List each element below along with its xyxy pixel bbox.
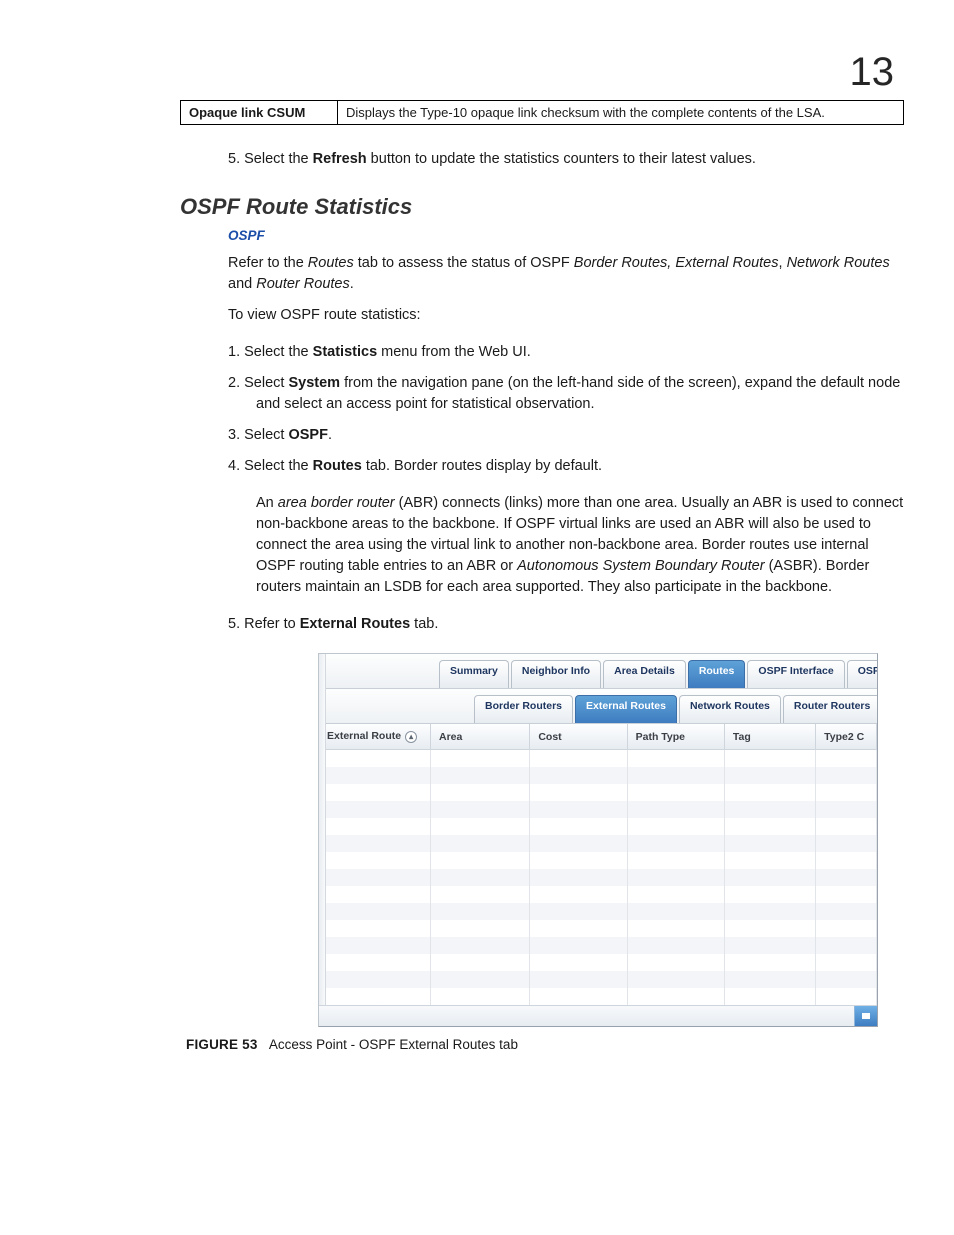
tab-summary[interactable]: Summary [439, 660, 509, 688]
chapter-number: 13 [850, 50, 895, 95]
def-desc: Displays the Type-10 opaque link checksu… [338, 101, 904, 125]
sub-tabbar: Border RoutersExternal RoutesNetwork Rou… [319, 689, 877, 724]
table-row [319, 750, 877, 768]
grid-statusbar [319, 1005, 877, 1026]
step-1: Select the Statistics menu from the Web … [228, 342, 904, 363]
ospf-routes-screenshot: SummaryNeighbor InfoArea DetailsRoutesOS… [318, 653, 878, 1027]
step-3: Select OSPF. [228, 425, 904, 446]
abr-paragraph: An area border router (ABR) connects (li… [256, 493, 904, 598]
table-row [319, 818, 877, 835]
intro-paragraph: Refer to the Routes tab to assess the st… [228, 253, 904, 295]
table-row [319, 971, 877, 988]
tab-ospf-state[interactable]: OSPF State [847, 660, 878, 688]
table-row [319, 988, 877, 1005]
table-row [319, 852, 877, 869]
step-2: Select System from the navigation pane (… [228, 373, 904, 415]
subtab-border-routers[interactable]: Border Routers [474, 695, 573, 723]
ospf-link[interactable]: OSPF [228, 228, 904, 243]
table-row [319, 954, 877, 971]
col-external-route[interactable]: External Route▴ [319, 724, 431, 750]
step-4: Select the Routes tab. Border routes dis… [228, 456, 904, 477]
def-label: Opaque link CSUM [181, 101, 338, 125]
table-row [319, 920, 877, 937]
col-tag[interactable]: Tag [724, 724, 815, 750]
subtab-external-routes[interactable]: External Routes [575, 695, 677, 723]
table-row [319, 767, 877, 784]
table-row [319, 886, 877, 903]
col-area[interactable]: Area [431, 724, 530, 750]
figure-53: SummaryNeighbor InfoArea DetailsRoutesOS… [318, 653, 878, 1027]
table-row [319, 801, 877, 818]
tab-area-details[interactable]: Area Details [603, 660, 686, 688]
tab-routes[interactable]: Routes [688, 660, 746, 688]
table-row [319, 835, 877, 852]
table-row [319, 937, 877, 954]
definition-table: Opaque link CSUM Displays the Type-10 op… [180, 100, 904, 125]
step-5: Refer to External Routes tab. [228, 614, 904, 635]
table-row [319, 869, 877, 886]
subtab-router-routers[interactable]: Router Routers [783, 695, 878, 723]
tab-ospf-interface[interactable]: OSPF Interface [747, 660, 844, 688]
main-tabbar: SummaryNeighbor InfoArea DetailsRoutesOS… [319, 654, 877, 689]
col-type2-c[interactable]: Type2 C [816, 724, 877, 750]
col-cost[interactable]: Cost [530, 724, 627, 750]
external-routes-grid: External Route▴AreaCostPath TypeTagType2… [319, 724, 877, 1005]
subtab-network-routes[interactable]: Network Routes [679, 695, 781, 723]
table-row [319, 784, 877, 801]
pre-step-5: Select the Refresh button to update the … [228, 149, 904, 170]
grid-resize-handle[interactable] [854, 1006, 877, 1026]
tab-neighbor-info[interactable]: Neighbor Info [511, 660, 601, 688]
figure-caption: FIGURE 53 Access Point - OSPF External R… [186, 1037, 904, 1052]
section-heading: OSPF Route Statistics [180, 194, 904, 220]
lead-text: To view OSPF route statistics: [228, 305, 904, 326]
table-row [319, 903, 877, 920]
col-path-type[interactable]: Path Type [627, 724, 724, 750]
